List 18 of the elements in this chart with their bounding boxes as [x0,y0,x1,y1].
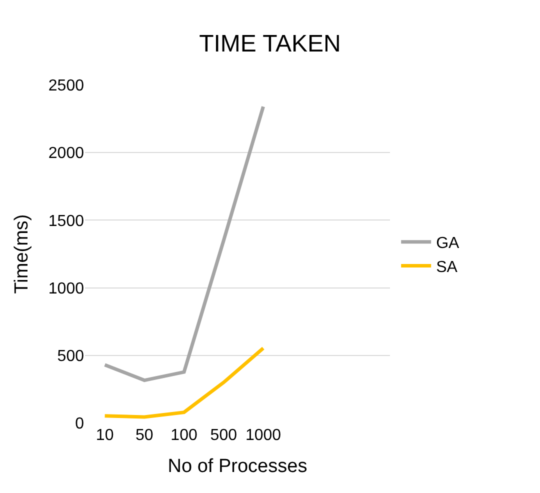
y-tick-label: 0 [75,416,84,433]
x-tick-label: 50 [136,427,154,444]
x-tick-label: 1000 [245,427,282,444]
line-series [103,346,265,419]
legend-label: GA [436,235,460,252]
y-tick-label: 2500 [48,78,84,95]
x-tick-label: 10 [96,427,114,444]
chart-title: TIME TAKEN [199,30,341,58]
y-tick-label: 1000 [48,280,84,298]
x-tick-label: 100 [170,427,198,444]
y-tick-label: 2000 [48,145,84,162]
x-tick-label: 500 [210,427,238,444]
legend-label: SA [436,258,458,276]
x-axis-title: No of Processes [168,456,308,477]
line-series [103,104,265,382]
y-tick-label: 1500 [48,212,84,230]
y-axis-title: Time(ms) [11,214,32,294]
y-tick-label: 500 [57,348,84,365]
